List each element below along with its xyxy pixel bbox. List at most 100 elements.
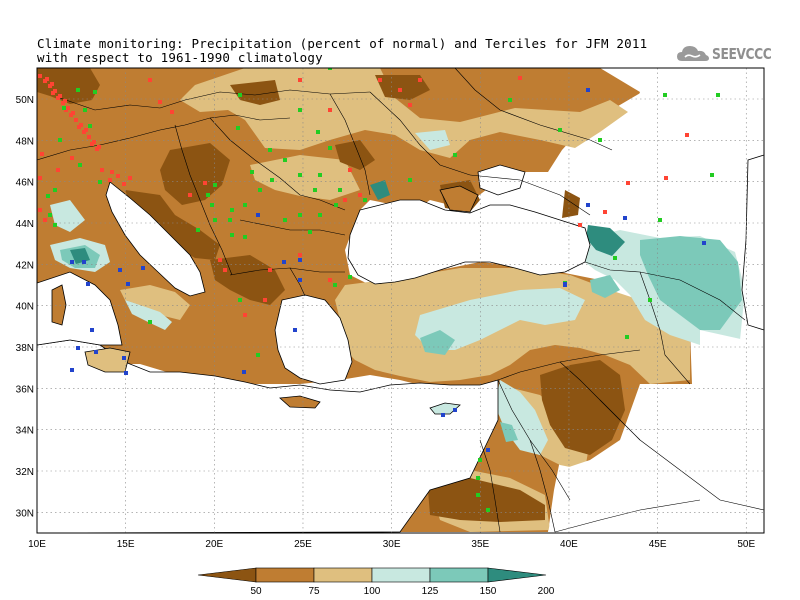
normal-tercile-marker: [710, 173, 714, 177]
normal-tercile-marker: [648, 298, 652, 302]
normal-tercile-marker: [58, 138, 62, 142]
lat-label: 32N: [16, 467, 34, 478]
normal-tercile-marker: [53, 223, 57, 227]
normal-tercile-marker: [476, 476, 480, 480]
normal-tercile-marker: [238, 93, 242, 97]
normal-tercile-marker: [328, 146, 332, 150]
dry-tercile-marker: [158, 100, 162, 104]
normal-tercile-marker: [148, 320, 152, 324]
wet-tercile-marker: [118, 268, 122, 272]
lat-label: 44N: [16, 219, 34, 230]
wet-tercile-marker: [86, 282, 90, 286]
colorbar-label: 100: [364, 586, 381, 597]
dry-tercile-marker: [128, 176, 132, 180]
wet-tercile-marker: [70, 260, 74, 264]
colorbar-label: 50: [250, 586, 262, 597]
normal-tercile-marker: [316, 130, 320, 134]
dry-tercile-marker: [100, 168, 104, 172]
crete: [279, 395, 321, 409]
normal-tercile-marker: [658, 218, 662, 222]
dry-tercile-marker: [343, 198, 347, 202]
normal-tercile-marker: [230, 233, 234, 237]
dry-tercile-marker: [71, 111, 75, 115]
normal-tercile-marker: [318, 173, 322, 177]
lon-label: 50E: [737, 539, 755, 550]
wet-tercile-marker: [702, 241, 706, 245]
dry-tercile-marker: [45, 77, 49, 81]
colorbar: 50 75 100 125 150 200: [197, 567, 555, 597]
normal-tercile-marker: [508, 98, 512, 102]
lat-label: 48N: [16, 136, 34, 147]
dry-tercile-marker: [223, 268, 227, 272]
normal-tercile-marker: [328, 68, 332, 70]
colorbar-label: 75: [308, 586, 320, 597]
axis-labels: 10E 15E 20E 25E 30E 35E 40E 45E 50E 30N 32N 34N 36N 3…: [16, 95, 756, 550]
dry-tercile-marker: [298, 78, 302, 82]
dry-tercile-marker: [518, 76, 522, 80]
azov-sea: [477, 164, 526, 196]
logo-text: SEEVCCC: [712, 45, 772, 63]
dry-tercile-marker: [203, 181, 207, 185]
dry-tercile-marker: [148, 78, 152, 82]
dry-tercile-marker: [626, 181, 630, 185]
tercile-markers: [38, 68, 720, 512]
normal-tercile-marker: [210, 203, 214, 207]
dry-tercile-marker: [108, 178, 112, 182]
dry-tercile-marker: [92, 140, 96, 144]
title-line-2: with respect to 1961-1990 climatology: [37, 50, 323, 65]
dry-tercile-marker: [603, 210, 607, 214]
normal-tercile-marker: [230, 208, 234, 212]
normal-tercile-marker: [333, 283, 337, 287]
dry-tercile-marker: [578, 223, 582, 227]
dry-tercile-marker: [63, 99, 67, 103]
wet-tercile-marker: [70, 368, 74, 372]
dry-tercile-marker: [38, 208, 42, 212]
dry-tercile-marker: [38, 74, 42, 78]
dry-tercile-marker: [38, 176, 42, 180]
adriatic-sea: [105, 181, 206, 297]
lat-label: 36N: [16, 384, 34, 395]
dry-tercile-marker: [218, 258, 222, 262]
dry-tercile-marker: [268, 268, 272, 272]
colorbar-segment: [255, 567, 315, 583]
wet-tercile-marker: [242, 370, 246, 374]
normal-tercile-marker: [338, 188, 342, 192]
normal-tercile-marker: [625, 335, 629, 339]
normal-tercile-marker: [98, 180, 102, 184]
seevccc-logo: SEEVCCC: [676, 42, 784, 66]
colorbar-segment: [371, 567, 431, 583]
dry-tercile-marker: [188, 193, 192, 197]
lon-label: 25E: [294, 539, 312, 550]
wet-tercile-marker: [82, 260, 86, 264]
normal-tercile-marker: [256, 353, 260, 357]
wet-tercile-marker: [122, 356, 126, 360]
dry-tercile-marker: [358, 193, 362, 197]
dry-tercile-marker: [84, 128, 88, 132]
dry-tercile-marker: [122, 182, 126, 186]
islands: [51, 185, 479, 415]
dry-tercile-marker: [408, 103, 412, 107]
normal-tercile-marker: [62, 106, 66, 110]
colorbar-high-arrow: [487, 567, 547, 583]
normal-tercile-marker: [363, 198, 367, 202]
dry-tercile-marker: [70, 156, 74, 160]
dry-tercile-marker: [664, 176, 668, 180]
normal-tercile-marker: [318, 213, 322, 217]
cloud-icon: [677, 46, 709, 61]
normal-tercile-marker: [298, 173, 302, 177]
normal-tercile-marker: [283, 218, 287, 222]
normal-tercile-marker: [196, 228, 200, 232]
wet-tercile-marker: [441, 413, 445, 417]
dry-tercile-marker: [40, 152, 44, 156]
normal-tercile-marker: [283, 158, 287, 162]
seas: [37, 154, 764, 533]
lat-label: 50N: [16, 95, 34, 106]
dry-tercile-marker: [298, 253, 302, 257]
map-plot-area: [37, 68, 764, 533]
lon-label: 35E: [471, 539, 489, 550]
dry-tercile-marker: [87, 135, 91, 139]
colorbar-low-arrow: [197, 567, 257, 583]
wet-tercile-marker: [282, 260, 286, 264]
dry-tercile-marker: [79, 123, 83, 127]
normal-tercile-marker: [228, 218, 232, 222]
